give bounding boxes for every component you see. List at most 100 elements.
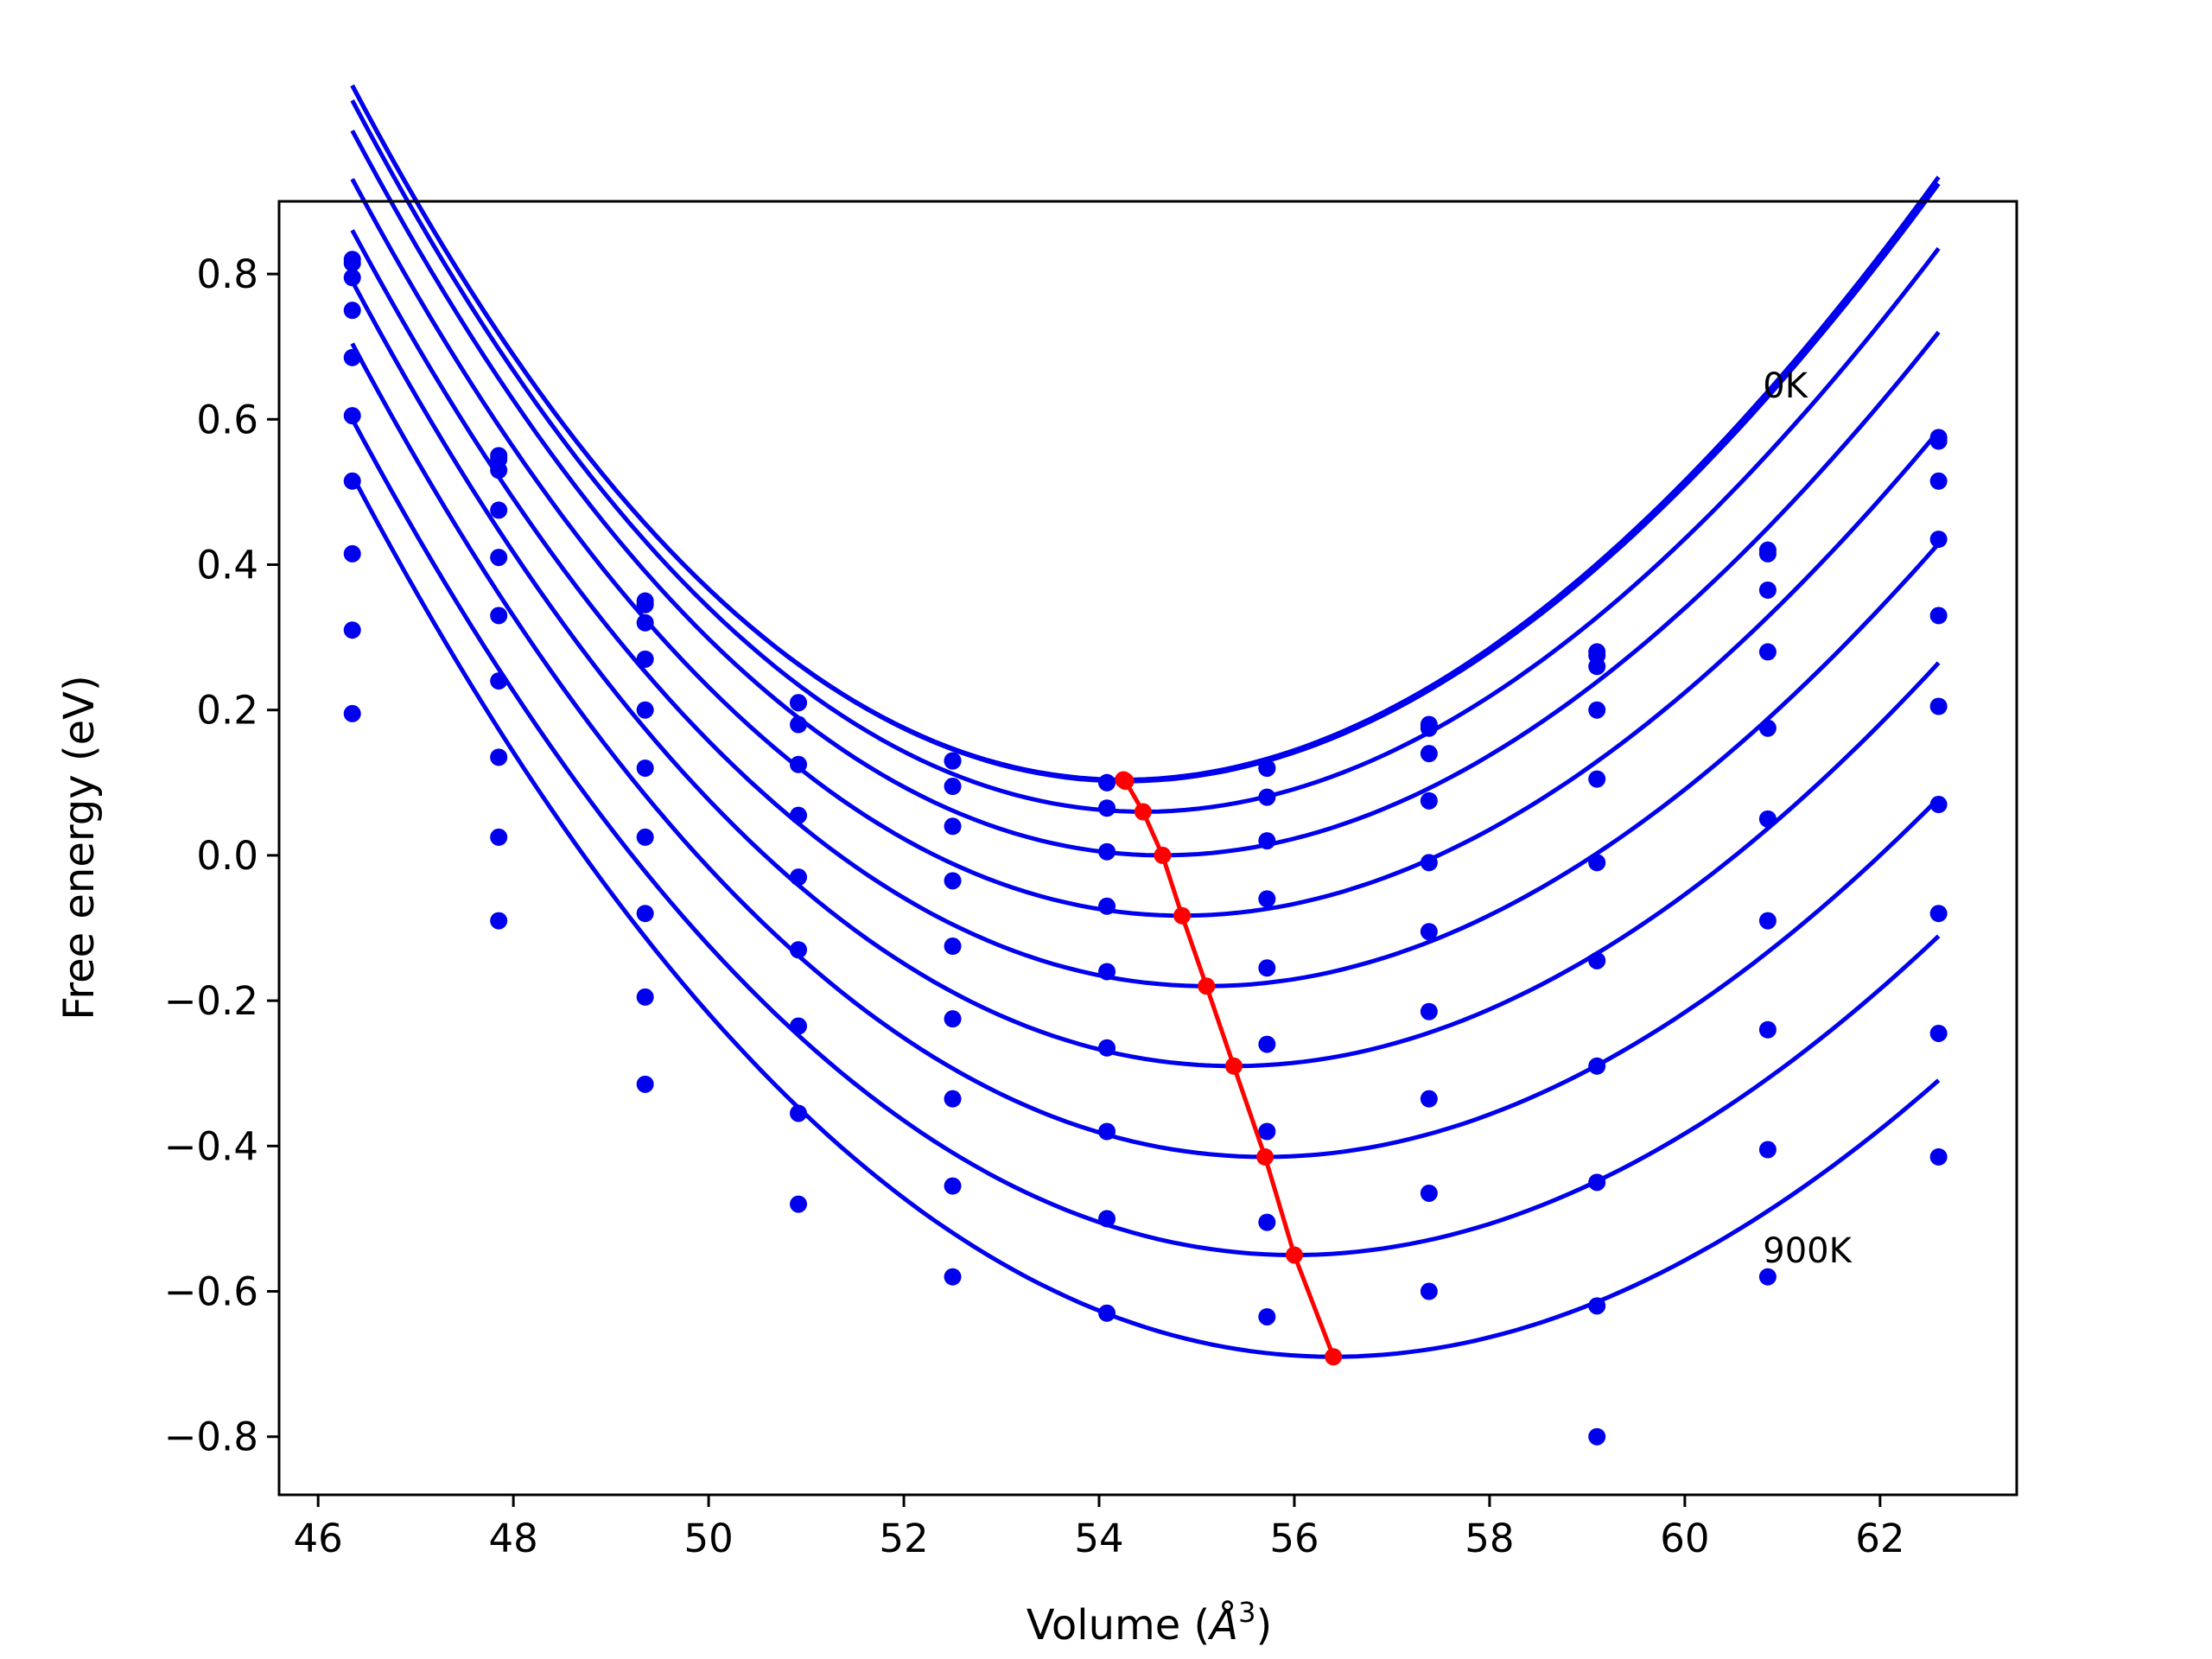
fit-curve-8 (350, 418, 1941, 1258)
data-point-8-3 (790, 1104, 808, 1122)
x-axis-title-close: ) (1255, 1601, 1272, 1649)
data-point-4-8 (1588, 770, 1606, 788)
data-point-8-4 (944, 1177, 962, 1195)
data-point-6-8 (1588, 951, 1606, 969)
x-axis: 46 48 50 52 54 56 58 60 62 (294, 1495, 1904, 1561)
x-tick-label-4: 54 (1074, 1516, 1123, 1561)
data-point-9-0 (343, 704, 361, 722)
data-point-9-9 (1758, 1268, 1777, 1286)
data-point-3-8 (1588, 701, 1606, 719)
minima-point-6 (1224, 1057, 1243, 1075)
data-point-7-3 (790, 1017, 808, 1035)
data-point-9-10 (1929, 1147, 1948, 1166)
data-point-5-4 (944, 938, 962, 956)
y-tick-label-1: −0.6 (164, 1269, 258, 1315)
data-point-8-9 (1758, 1141, 1777, 1159)
fit-curve-7 (350, 342, 1941, 1160)
data-point-6-9 (1758, 912, 1777, 930)
data-point-8-5 (1098, 1210, 1116, 1228)
data-point-2-10 (1929, 472, 1948, 490)
data-point-9-1 (490, 912, 508, 930)
data-point-9-2 (636, 1075, 654, 1093)
data-point-8-0 (343, 621, 361, 639)
data-point-3-1 (490, 501, 508, 519)
annotations: 0K 900K (1763, 366, 1853, 1271)
y-tick-label-8: 0.8 (196, 251, 258, 297)
data-point-7-6 (1258, 1122, 1276, 1141)
minima-point-2 (1134, 803, 1152, 821)
x-axis-title: Volume (Å3) (1027, 1596, 1272, 1649)
x-tick-label-3: 52 (879, 1516, 928, 1561)
data-point-3-6 (1258, 832, 1276, 850)
data-point-8-1 (490, 828, 508, 846)
data-point-9-6 (1258, 1307, 1276, 1325)
data-point-4-4 (944, 872, 962, 890)
minima-point-5 (1198, 977, 1216, 995)
data-point-1-10 (1929, 432, 1948, 450)
data-point-9-5 (1098, 1304, 1116, 1322)
data-point-2-6 (1258, 788, 1276, 806)
x-tick-label-2: 50 (683, 1516, 733, 1561)
data-point-7-0 (343, 544, 361, 563)
x-axis-title-unit: Å (1207, 1600, 1238, 1649)
y-axis: −0.8 −0.6 −0.4 −0.2 0.0 0.2 0.4 0.6 0.8 (164, 251, 279, 1460)
x-axis-title-text: Volume ( (1027, 1601, 1211, 1649)
y-axis-title: Free energy (eV) (55, 675, 104, 1020)
x-tick-label-7: 60 (1660, 1516, 1709, 1561)
data-point-8-10 (1929, 1024, 1948, 1042)
data-point-4-0 (343, 348, 361, 366)
minima-point-8 (1285, 1246, 1303, 1264)
data-point-8-7 (1420, 1184, 1438, 1202)
data-point-1-7 (1420, 719, 1438, 737)
x-tick-label-8: 62 (1855, 1516, 1904, 1561)
x-tick-label-0: 46 (294, 1516, 343, 1561)
data-point-5-6 (1258, 959, 1276, 977)
fit-curve-6 (350, 280, 1941, 1069)
y-tick-label-2: −0.4 (164, 1123, 258, 1169)
data-point-4-1 (490, 549, 508, 567)
data-point-5-7 (1420, 923, 1438, 941)
data-point-2-8 (1588, 658, 1606, 676)
data-point-4-10 (1929, 607, 1948, 625)
data-point-2-0 (343, 269, 361, 287)
x-tick-label-6: 58 (1465, 1516, 1514, 1561)
y-tick-label-0: −0.8 (164, 1414, 258, 1460)
data-point-9-3 (790, 1195, 808, 1213)
data-point-3-7 (1420, 791, 1438, 810)
data-point-5-8 (1588, 854, 1606, 872)
data-point-9-4 (944, 1268, 962, 1286)
data-point-2-4 (944, 778, 962, 796)
data-point-7-7 (1420, 1090, 1438, 1108)
data-point-1-6 (1258, 759, 1276, 777)
data-point-6-7 (1420, 1002, 1438, 1020)
data-point-1-4 (944, 752, 962, 770)
data-point-2-2 (636, 613, 654, 632)
data-point-7-9 (1758, 1020, 1777, 1039)
data-point-6-2 (636, 828, 654, 846)
data-point-5-9 (1758, 810, 1777, 828)
x-axis-title-exponent: 3 (1238, 1596, 1255, 1629)
y-tick-label-3: −0.2 (164, 978, 258, 1024)
fit-curve-4 (350, 178, 1941, 918)
data-point-3-4 (944, 817, 962, 836)
plot-marks (343, 84, 1948, 1446)
data-point-4-2 (636, 701, 654, 719)
data-point-7-4 (944, 1090, 962, 1108)
minima-point-3 (1154, 846, 1172, 864)
data-point-9-8 (1588, 1297, 1606, 1315)
data-point-7-5 (1098, 1122, 1116, 1141)
minima-line (1122, 778, 1336, 1358)
data-point-2-5 (1098, 799, 1116, 817)
minima-point-1 (1116, 772, 1135, 791)
data-point-2-1 (490, 461, 508, 480)
data-point-5-3 (790, 868, 808, 887)
data-point-3-9 (1758, 643, 1777, 661)
x-tick-label-5: 56 (1269, 1516, 1319, 1561)
data-point-7-2 (636, 905, 654, 923)
data-point-3-5 (1098, 842, 1116, 861)
data-point-1-9 (1758, 544, 1777, 563)
fit-curve-1 (350, 84, 1941, 784)
data-point-2-7 (1420, 745, 1438, 763)
data-point-5-0 (343, 407, 361, 425)
y-tick-label-5: 0.2 (196, 688, 258, 734)
